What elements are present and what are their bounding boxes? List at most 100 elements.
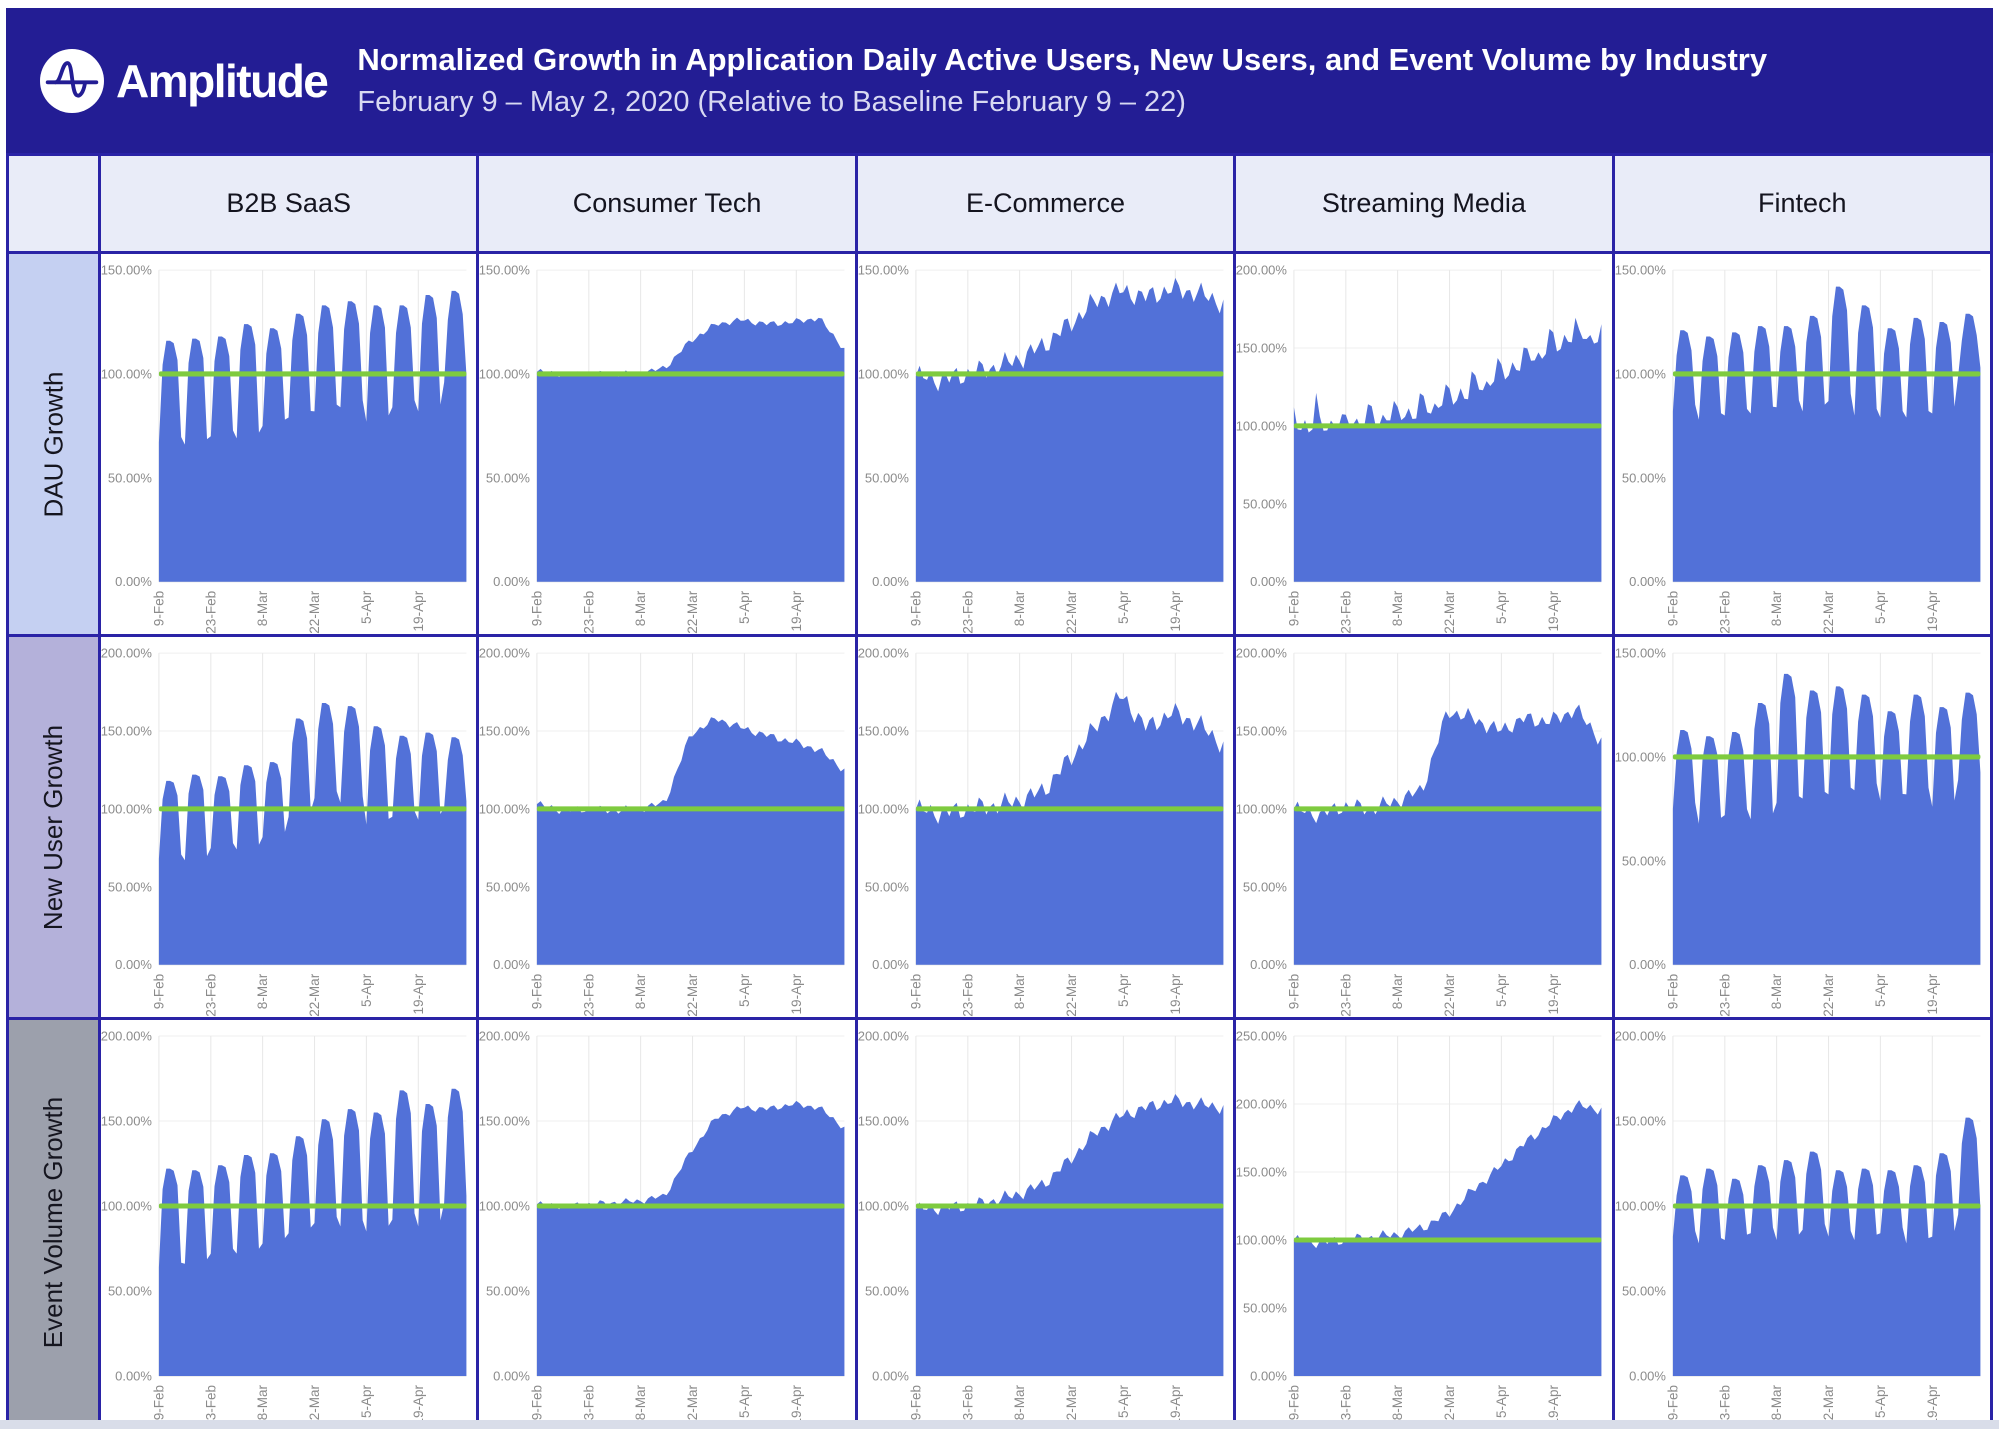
svg-text:100.00%: 100.00% [1236, 418, 1287, 433]
svg-text:23-Feb: 23-Feb [203, 974, 218, 1017]
svg-text:8-Mar: 8-Mar [1012, 1384, 1027, 1420]
svg-text:22-Mar: 22-Mar [307, 590, 322, 633]
svg-text:0.00%: 0.00% [115, 574, 152, 589]
svg-text:200.00%: 200.00% [1236, 646, 1287, 661]
svg-text:9-Feb: 9-Feb [908, 1385, 923, 1420]
svg-text:5-Apr: 5-Apr [359, 973, 374, 1007]
svg-text:0.00%: 0.00% [1250, 574, 1287, 589]
svg-text:150.00%: 150.00% [1236, 1164, 1287, 1179]
column-header-b2b-saas: B2B SaaS [101, 156, 477, 251]
svg-text:23-Feb: 23-Feb [203, 591, 218, 634]
svg-text:250.00%: 250.00% [1236, 1028, 1287, 1043]
chart-event-volume-consumer-tech: 0.00% 50.00% 100.00% 150.00% 200.00% 9-Feb 23-… [479, 1020, 855, 1424]
column-header-consumer-tech: Consumer Tech [479, 156, 855, 251]
svg-text:19-Apr: 19-Apr [789, 590, 804, 631]
svg-text:19-Apr: 19-Apr [1924, 590, 1939, 631]
chart-event-volume-e-commerce: 0.00% 50.00% 100.00% 150.00% 200.00% 9-Feb 23-… [857, 1020, 1234, 1424]
chart-dau-streaming-media: 0.00% 50.00% 100.00% 150.00% 200.00% 9-Feb 23-… [1236, 254, 1612, 634]
svg-text:22-Mar: 22-Mar [1064, 1384, 1079, 1424]
svg-text:22-Mar: 22-Mar [1442, 590, 1457, 633]
svg-text:9-Feb: 9-Feb [151, 1385, 166, 1420]
svg-text:23-Feb: 23-Feb [960, 1385, 975, 1424]
svg-text:5-Apr: 5-Apr [1494, 1384, 1509, 1417]
svg-text:0.00%: 0.00% [115, 957, 152, 972]
svg-text:100.00%: 100.00% [101, 801, 152, 816]
svg-text:150.00%: 150.00% [1615, 646, 1666, 661]
svg-text:100.00%: 100.00% [858, 1198, 909, 1213]
svg-text:0.00%: 0.00% [872, 957, 909, 972]
row-label-event-volume-growth: Event Volume Growth [9, 1020, 98, 1424]
svg-text:100.00%: 100.00% [1615, 1198, 1666, 1213]
chart-new-user-consumer-tech: 0.00% 50.00% 100.00% 150.00% 200.00% 9-Feb 23-… [479, 637, 855, 1017]
svg-text:100.00%: 100.00% [1236, 801, 1287, 816]
svg-text:150.00%: 150.00% [1615, 1113, 1666, 1128]
svg-text:100.00%: 100.00% [479, 366, 530, 381]
svg-text:0.00%: 0.00% [494, 574, 531, 589]
svg-text:23-Feb: 23-Feb [1717, 1385, 1732, 1424]
svg-text:8-Mar: 8-Mar [634, 590, 649, 626]
svg-text:8-Mar: 8-Mar [1390, 1384, 1405, 1420]
svg-text:150.00%: 150.00% [1236, 723, 1287, 738]
svg-text:150.00%: 150.00% [1236, 340, 1287, 355]
svg-text:22-Mar: 22-Mar [1064, 590, 1079, 633]
svg-text:50.00%: 50.00% [1243, 496, 1287, 511]
svg-text:5-Apr: 5-Apr [1494, 590, 1509, 624]
svg-text:50.00%: 50.00% [486, 1283, 530, 1298]
chart-event-volume-streaming-media: 0.00% 50.00% 100.00% 150.00% 200.00% 250.00% 9… [1236, 1020, 1612, 1424]
svg-text:0.00%: 0.00% [115, 1368, 152, 1383]
svg-text:9-Feb: 9-Feb [151, 974, 166, 1009]
svg-text:9-Feb: 9-Feb [908, 974, 923, 1009]
chart-event-volume-b2b-saas: 0.00% 50.00% 100.00% 150.00% 200.00% 9-Feb 23-… [101, 1020, 477, 1424]
svg-text:22-Mar: 22-Mar [1821, 1384, 1836, 1424]
chart-new-user-streaming-media: 0.00% 50.00% 100.00% 150.00% 200.00% 9-Feb 23-… [1236, 637, 1612, 1017]
svg-text:200.00%: 200.00% [101, 646, 152, 661]
chart-dau-consumer-tech: 0.00% 50.00% 100.00% 150.00% 9-Feb 23-Feb 8-Ma… [479, 254, 855, 634]
svg-text:200.00%: 200.00% [1615, 1028, 1666, 1043]
chart-dau-fintech: 0.00% 50.00% 100.00% 150.00% 9-Feb 23-Feb 8-Ma… [1614, 254, 1990, 634]
svg-text:19-Apr: 19-Apr [1546, 590, 1561, 631]
svg-text:50.00%: 50.00% [1622, 470, 1666, 485]
svg-text:50.00%: 50.00% [108, 879, 152, 894]
svg-text:8-Mar: 8-Mar [1769, 1384, 1784, 1420]
svg-text:150.00%: 150.00% [858, 723, 909, 738]
svg-text:9-Feb: 9-Feb [530, 1385, 545, 1420]
svg-text:22-Mar: 22-Mar [1442, 973, 1457, 1016]
column-header-e-commerce: E-Commerce [857, 156, 1234, 251]
svg-text:19-Apr: 19-Apr [1546, 1384, 1561, 1424]
svg-text:9-Feb: 9-Feb [1665, 591, 1680, 626]
svg-text:100.00%: 100.00% [479, 1198, 530, 1213]
column-header-fintech: Fintech [1614, 156, 1990, 251]
svg-text:150.00%: 150.00% [479, 263, 530, 278]
svg-text:150.00%: 150.00% [101, 723, 152, 738]
svg-text:50.00%: 50.00% [865, 1283, 909, 1298]
bottom-strip [0, 1420, 1999, 1429]
svg-text:50.00%: 50.00% [486, 470, 530, 485]
svg-text:100.00%: 100.00% [1615, 366, 1666, 381]
svg-text:0.00%: 0.00% [872, 1368, 909, 1383]
svg-text:0.00%: 0.00% [872, 574, 909, 589]
svg-text:150.00%: 150.00% [858, 263, 909, 278]
svg-text:5-Apr: 5-Apr [359, 590, 374, 624]
svg-text:9-Feb: 9-Feb [1665, 1385, 1680, 1420]
svg-text:50.00%: 50.00% [865, 470, 909, 485]
svg-text:50.00%: 50.00% [108, 1283, 152, 1298]
svg-text:0.00%: 0.00% [1629, 574, 1666, 589]
svg-text:23-Feb: 23-Feb [582, 1385, 597, 1424]
svg-text:200.00%: 200.00% [858, 1028, 909, 1043]
svg-text:19-Apr: 19-Apr [789, 973, 804, 1014]
svg-text:150.00%: 150.00% [479, 723, 530, 738]
svg-text:100.00%: 100.00% [101, 1198, 152, 1213]
svg-text:50.00%: 50.00% [865, 879, 909, 894]
svg-text:200.00%: 200.00% [1236, 1096, 1287, 1111]
svg-text:0.00%: 0.00% [1250, 1368, 1287, 1383]
svg-text:5-Apr: 5-Apr [1116, 973, 1131, 1007]
svg-text:19-Apr: 19-Apr [1168, 1384, 1183, 1424]
svg-text:200.00%: 200.00% [1236, 263, 1287, 278]
svg-text:50.00%: 50.00% [108, 470, 152, 485]
svg-text:23-Feb: 23-Feb [1717, 591, 1732, 634]
chart-event-volume-fintech: 0.00% 50.00% 100.00% 150.00% 200.00% 9-Feb 23-… [1614, 1020, 1990, 1424]
svg-text:23-Feb: 23-Feb [582, 591, 597, 634]
svg-text:100.00%: 100.00% [858, 366, 909, 381]
svg-text:50.00%: 50.00% [1243, 879, 1287, 894]
svg-text:8-Mar: 8-Mar [634, 1384, 649, 1420]
